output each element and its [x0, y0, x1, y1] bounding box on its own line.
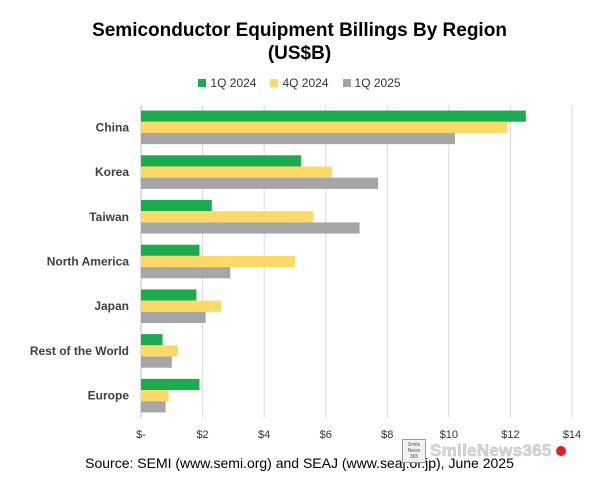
bar	[141, 311, 206, 324]
bar	[141, 345, 178, 357]
legend-item-1q-2024: 1Q 2024	[198, 76, 256, 90]
watermark-badge-line: Smile	[407, 442, 421, 448]
bar	[141, 110, 526, 122]
legend-swatch	[342, 79, 351, 87]
chart-title: Semiconductor Equipment Billings By Regi…	[92, 20, 507, 41]
category-label: North America	[47, 255, 130, 269]
bar	[141, 177, 379, 189]
x-tick-label: $12	[501, 429, 519, 441]
legend-label: 1Q 2024	[210, 76, 257, 90]
watermark-badge: Smile News 365	[402, 439, 426, 463]
watermark-badge-line: News	[407, 448, 421, 454]
bar	[141, 222, 360, 234]
watermark-logo-icon	[555, 446, 566, 456]
chart-subtitle: (US$B)	[267, 43, 332, 64]
category-label: Japan	[94, 299, 129, 313]
category-label: Korea	[95, 165, 129, 179]
bar	[141, 267, 231, 279]
category-label: Rest of the World	[30, 344, 129, 358]
x-tick-label: $14	[563, 429, 581, 441]
bar	[141, 199, 212, 212]
bar	[141, 166, 332, 178]
bar	[141, 289, 197, 301]
x-tick-label: $4	[258, 429, 270, 441]
bar	[141, 334, 163, 346]
legend-item-4q-2024: 4Q 2024	[270, 76, 329, 90]
legend-label: 4Q 2024	[282, 76, 329, 90]
bar	[141, 390, 169, 402]
bar	[141, 121, 508, 133]
legend-label: 1Q 2025	[354, 76, 401, 90]
legend: 1Q 2024 4Q 2024 1Q 2025	[0, 76, 599, 90]
bar	[141, 356, 172, 368]
bar	[141, 155, 302, 167]
legend-item-1q-2025: 1Q 2025	[342, 76, 401, 90]
bar	[141, 401, 166, 413]
watermark-text: SmileNews365	[430, 441, 552, 460]
watermark: Smile News 365 SmileNews365	[402, 438, 590, 464]
x-tick-label: $2	[196, 429, 208, 441]
x-tick-label: $10	[440, 429, 458, 441]
bar	[141, 244, 200, 256]
bar	[141, 300, 222, 312]
x-tick-label: $-	[136, 429, 146, 441]
bar	[141, 378, 200, 391]
x-tick-label: $6	[320, 429, 332, 441]
legend-swatch	[270, 79, 279, 87]
bar	[141, 211, 314, 223]
bar	[141, 132, 456, 145]
category-label: China	[96, 120, 130, 134]
category-label: Taiwan	[89, 210, 129, 224]
legend-swatch	[198, 79, 207, 87]
category-label: Europe	[88, 389, 130, 403]
x-tick-label: $8	[381, 429, 393, 441]
watermark-badge-line: 365	[409, 454, 419, 460]
bar	[141, 255, 295, 268]
